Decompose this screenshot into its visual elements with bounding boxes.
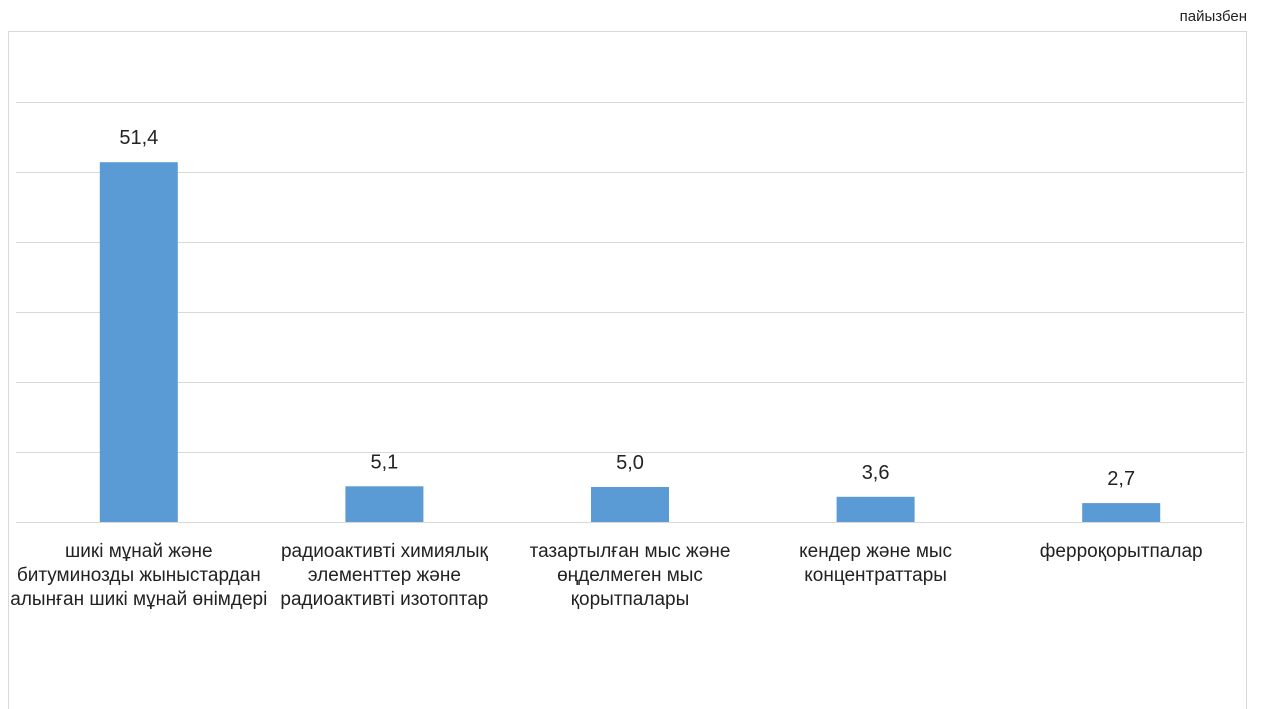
- data-label: 51,4: [119, 127, 158, 149]
- gridlines: [16, 102, 1244, 523]
- data-label: 2,7: [1107, 468, 1135, 490]
- bar-series: [99, 162, 1161, 522]
- bar: [836, 496, 915, 522]
- bar: [1082, 503, 1161, 522]
- category-label: тазартылған мыс және өңделмеген мыс қоры…: [529, 541, 731, 610]
- bar: [99, 162, 178, 522]
- chart-frame: [8, 31, 1247, 709]
- category-label: шикі мұнай және битуминозды жыныстардан …: [10, 541, 268, 610]
- data-label: 3,6: [862, 462, 890, 484]
- bar: [591, 487, 669, 522]
- data-label: 5,1: [370, 451, 398, 473]
- unit-label: пайызбен: [1179, 8, 1247, 25]
- category-label: радиоактивті химиялық элементтер және ра…: [280, 541, 489, 610]
- data-label: 5,0: [616, 452, 644, 474]
- data-labels: 51,4 5,1 5,0 3,6 2,7: [119, 127, 1135, 490]
- category-label: кендер және мыс концентраттары: [799, 541, 953, 586]
- category-label: ферроқорытпалар: [1039, 541, 1203, 562]
- bar: [345, 486, 424, 522]
